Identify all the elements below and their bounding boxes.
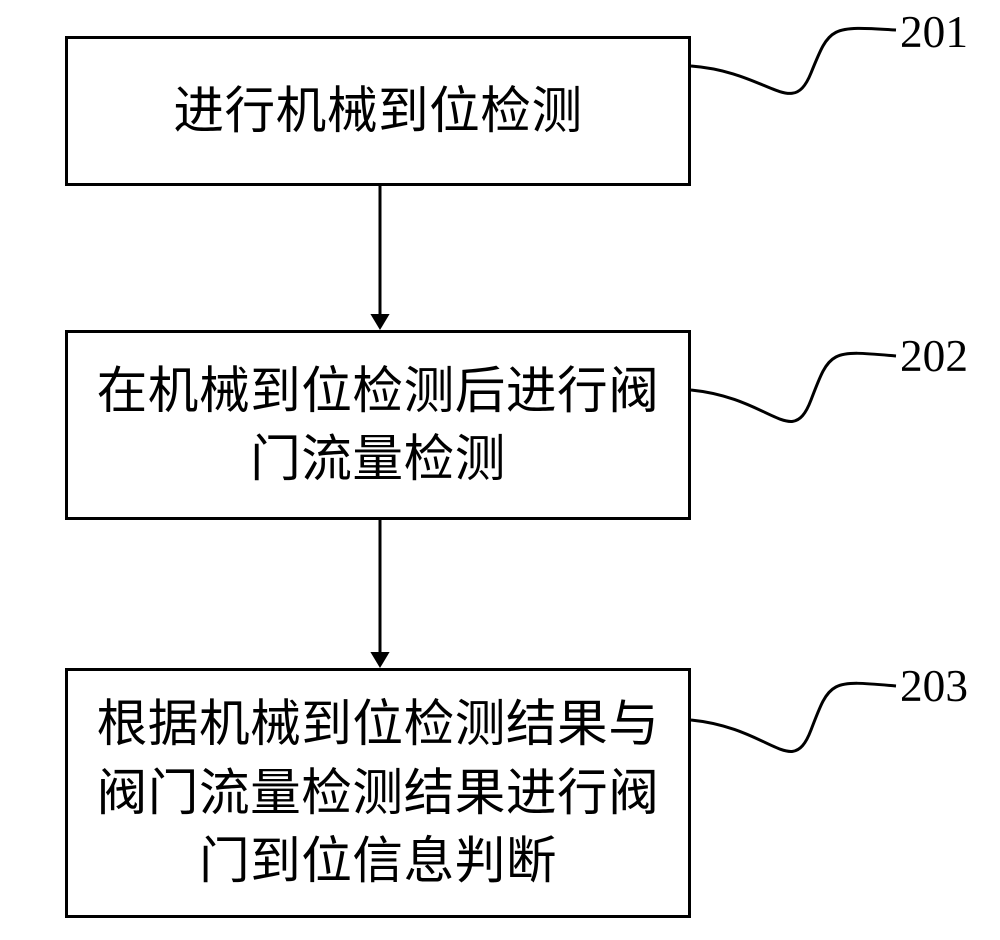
ref-label-202: 202 bbox=[900, 330, 968, 382]
flow-step-202-text: 在机械到位检测后进行阀 门流量检测 bbox=[97, 357, 660, 494]
diagram-canvas: 进行机械到位检测 在机械到位检测后进行阀 门流量检测 根据机械到位检测结果与 阀… bbox=[0, 0, 1000, 940]
flow-step-201-text: 进行机械到位检测 bbox=[173, 77, 582, 145]
flow-step-202: 在机械到位检测后进行阀 门流量检测 bbox=[65, 330, 691, 520]
flow-step-201: 进行机械到位检测 bbox=[65, 36, 691, 186]
ref-label-203: 203 bbox=[900, 660, 968, 712]
ref-label-201: 201 bbox=[900, 6, 968, 58]
flow-step-203: 根据机械到位检测结果与 阀门流量检测结果进行阀 门到位信息判断 bbox=[65, 668, 691, 918]
flow-step-203-text: 根据机械到位检测结果与 阀门流量检测结果进行阀 门到位信息判断 bbox=[97, 690, 660, 895]
